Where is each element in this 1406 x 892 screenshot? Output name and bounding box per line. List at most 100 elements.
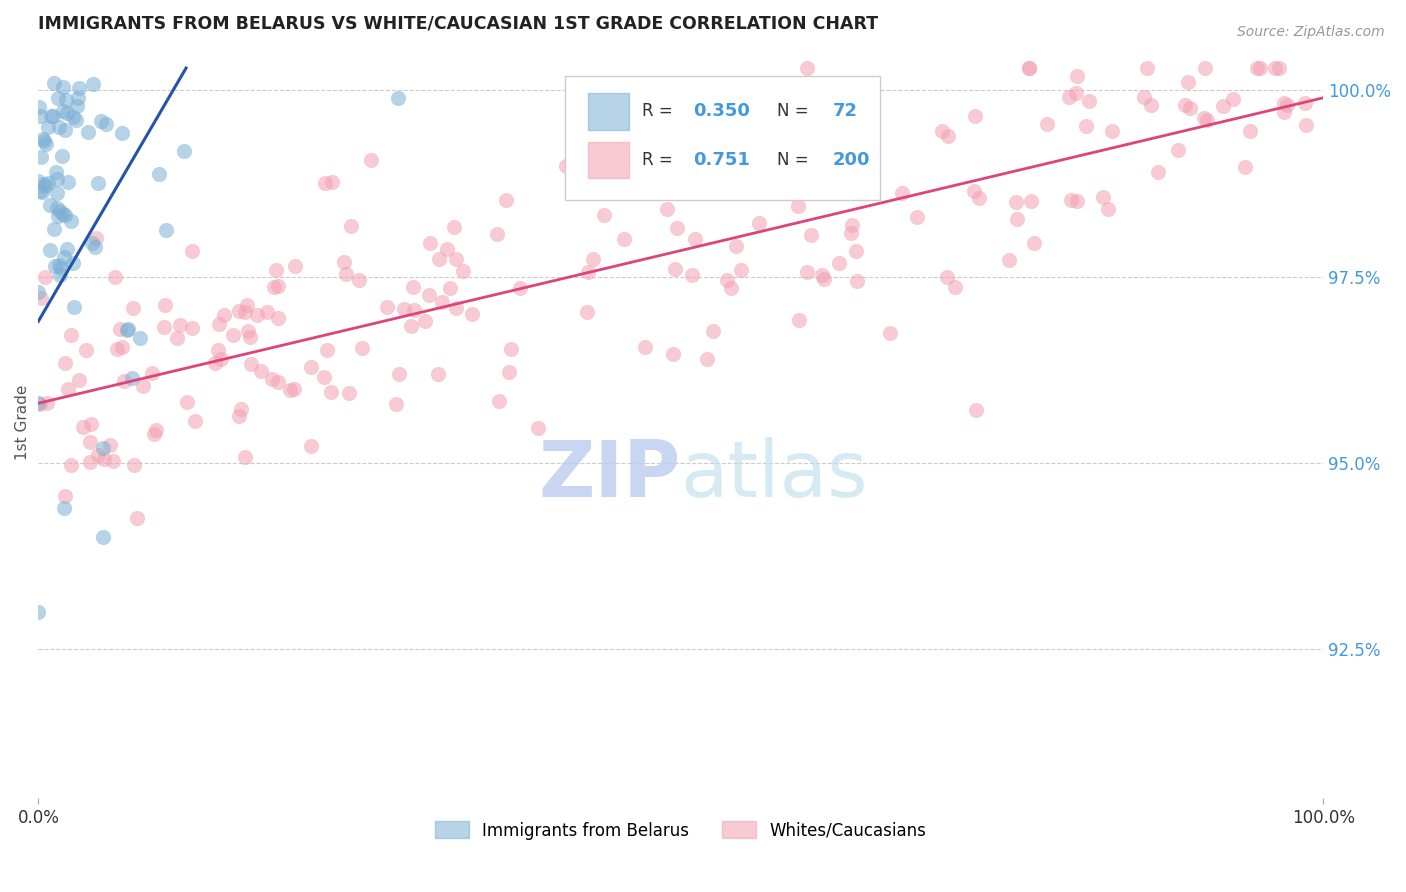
Point	[1194, 111, 1216, 125]
Point	[796, 265, 818, 279]
Point	[841, 218, 863, 232]
Point	[1178, 101, 1201, 115]
Point	[664, 261, 686, 276]
Point	[967, 191, 990, 205]
Point	[965, 402, 987, 417]
Point	[388, 367, 411, 381]
Point	[998, 253, 1021, 268]
Point	[86, 231, 108, 245]
Point	[83, 240, 105, 254]
Point	[1066, 194, 1088, 208]
Point	[34, 269, 56, 284]
Point	[839, 226, 862, 240]
Point	[340, 219, 363, 234]
Point	[34, 179, 56, 194]
Point	[582, 252, 605, 266]
Point	[312, 370, 335, 384]
Point	[30, 109, 52, 123]
Point	[46, 209, 69, 223]
Point	[1024, 235, 1046, 250]
Point	[283, 382, 305, 396]
Point	[419, 235, 441, 250]
Point	[498, 365, 520, 379]
Point	[30, 184, 52, 198]
Point	[702, 324, 724, 338]
Point	[42, 76, 65, 90]
Point	[27, 396, 49, 410]
Point	[453, 264, 475, 278]
Point	[228, 409, 250, 424]
Point	[1019, 194, 1042, 208]
Point	[278, 383, 301, 397]
Point	[38, 198, 60, 212]
Point	[240, 357, 263, 371]
Point	[385, 397, 408, 411]
Point	[1249, 61, 1271, 75]
Point	[1246, 61, 1268, 75]
Point	[931, 124, 953, 138]
Point	[181, 321, 204, 335]
Point	[87, 449, 110, 463]
Point	[27, 605, 49, 619]
Point	[44, 259, 66, 273]
Point	[115, 322, 138, 336]
Point	[59, 458, 82, 472]
Point	[592, 208, 614, 222]
Point	[79, 434, 101, 449]
Point	[1195, 112, 1218, 127]
Point	[1147, 165, 1170, 179]
Point	[58, 382, 80, 396]
Point	[141, 366, 163, 380]
Point	[28, 100, 51, 114]
Point	[121, 371, 143, 385]
Point	[375, 300, 398, 314]
Point	[246, 308, 269, 322]
Point	[488, 394, 510, 409]
Point	[845, 244, 868, 259]
Point	[66, 91, 89, 105]
Legend: Immigrants from Belarus, Whites/Caucasians: Immigrants from Belarus, Whites/Caucasia…	[429, 814, 932, 847]
FancyBboxPatch shape	[588, 93, 630, 129]
Point	[30, 291, 52, 305]
Point	[613, 232, 636, 246]
Point	[796, 61, 818, 75]
Point	[53, 357, 76, 371]
Point	[111, 340, 134, 354]
Point	[688, 164, 710, 178]
Point	[63, 300, 86, 314]
Point	[1133, 90, 1156, 104]
Point	[681, 268, 703, 283]
Point	[1274, 105, 1296, 120]
Text: N =: N =	[778, 102, 808, 120]
Point	[1177, 75, 1199, 89]
Point	[879, 326, 901, 340]
Point	[94, 117, 117, 131]
Point	[730, 262, 752, 277]
Text: 200: 200	[832, 151, 870, 169]
Point	[37, 395, 59, 409]
Point	[80, 417, 103, 432]
Point	[105, 343, 128, 357]
Point	[45, 164, 67, 178]
Point	[236, 298, 259, 312]
Point	[935, 269, 957, 284]
Point	[720, 280, 742, 294]
Point	[444, 301, 467, 315]
Point	[59, 327, 82, 342]
Point	[155, 222, 177, 236]
Point	[321, 176, 343, 190]
Point	[810, 268, 832, 282]
FancyBboxPatch shape	[588, 142, 630, 178]
Text: N =: N =	[778, 151, 808, 169]
Point	[576, 265, 599, 279]
Point	[347, 273, 370, 287]
Point	[1004, 194, 1026, 209]
Point	[661, 347, 683, 361]
Point	[426, 367, 449, 381]
Point	[122, 301, 145, 315]
Point	[387, 91, 409, 105]
Point	[1167, 143, 1189, 157]
Point	[350, 342, 373, 356]
Point	[233, 450, 256, 464]
Point	[786, 199, 808, 213]
